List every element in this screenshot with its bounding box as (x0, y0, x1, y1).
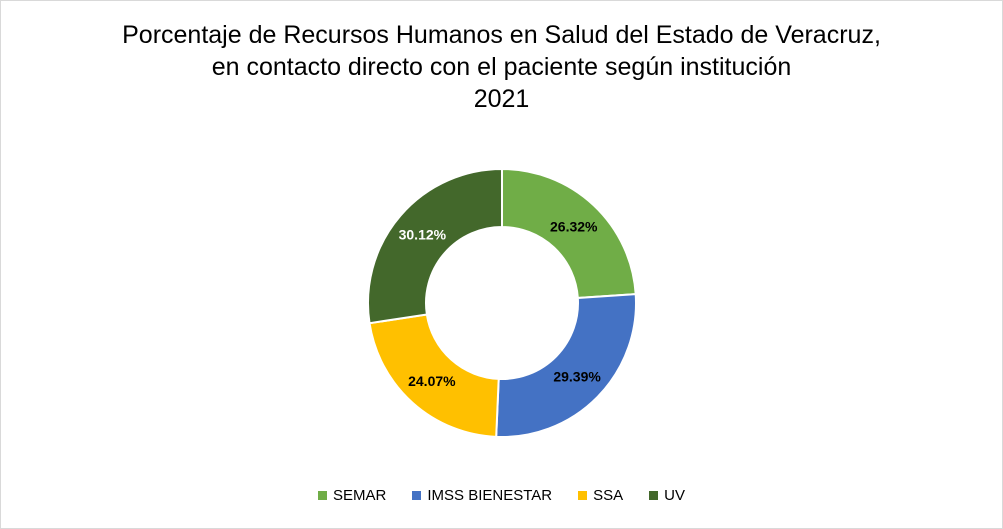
legend-swatch-ssa (578, 491, 588, 500)
donut-slice-imss-bienestar (495, 293, 637, 438)
chart-title-line-2: en contacto directo con el paciente segú… (211, 53, 792, 81)
data-label-uv: 30.12% (399, 227, 447, 243)
donut-slice-semar (501, 167, 637, 300)
data-label-imss-bienestar: 29.39% (553, 368, 601, 384)
donut-slice-ssa (368, 313, 500, 438)
data-label-semar: 26.32% (550, 218, 598, 234)
legend-item-semar: SEMAR (318, 487, 386, 504)
data-label-ssa: 24.07% (408, 373, 456, 389)
legend-item-imss-bienestar: IMSS BIENESTAR (412, 487, 552, 504)
legend-label-semar: SEMAR (333, 487, 387, 504)
chart-title-line-3: 2021 (473, 85, 530, 113)
legend-swatch-uv (649, 491, 659, 500)
legend-label-uv: UV (664, 487, 685, 504)
chart-title-line-1: Porcentaje de Recursos Humanos en Salud … (122, 21, 881, 49)
legend-swatch-semar (318, 491, 328, 500)
legend-label-ssa: SSA (593, 487, 624, 504)
legend-item-ssa: SSA (578, 487, 623, 504)
donut-slice-uv (367, 167, 503, 325)
legend: SEMAR IMSS BIENESTAR SSA UV (1, 487, 1002, 504)
legend-swatch-imss-bienestar (412, 491, 422, 500)
legend-label-imss-bienestar: IMSS BIENESTAR (427, 487, 553, 504)
chart-title: Porcentaje de Recursos Humanos en Salud … (1, 19, 1002, 115)
legend-item-uv: UV (649, 487, 685, 504)
